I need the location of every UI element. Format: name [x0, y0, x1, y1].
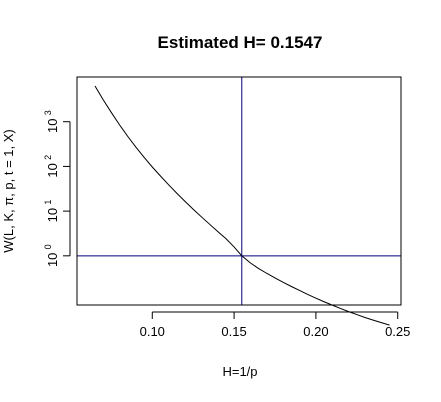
x-tick-label: 0.20: [303, 324, 328, 339]
x-tick-label: 0.15: [221, 324, 246, 339]
y-tick-base: 10: [45, 208, 60, 222]
y-axis: 10 0 10 1 10 2 10 3: [43, 110, 71, 267]
y-tick-label: 10 3: [43, 110, 60, 133]
y-tick-label: 10 2: [43, 155, 60, 178]
data-curve: [94, 85, 390, 326]
chart-title: Estimated H= 0.1547: [158, 33, 323, 52]
y-tick-base: 10: [45, 253, 60, 267]
y-tick-exponent: 1: [43, 200, 53, 205]
x-tick-label: 0.10: [140, 324, 165, 339]
y-tick-exponent: 0: [43, 244, 53, 249]
x-axis-label: H=1/p: [222, 364, 257, 379]
y-tick-exponent: 3: [43, 110, 53, 115]
y-tick-base: 10: [45, 118, 60, 132]
y-tick-exponent: 2: [43, 155, 53, 160]
y-tick-base: 10: [45, 163, 60, 177]
plot-frame: [76, 76, 402, 306]
x-axis: 0.10 0.15 0.20 0.25: [140, 311, 410, 339]
y-tick-label: 10 1: [43, 200, 60, 223]
y-tick-label: 10 0: [43, 244, 60, 267]
x-tick-label: 0.25: [385, 324, 410, 339]
y-axis-label: W(L, K, π, p, t = 1, X): [1, 129, 16, 252]
